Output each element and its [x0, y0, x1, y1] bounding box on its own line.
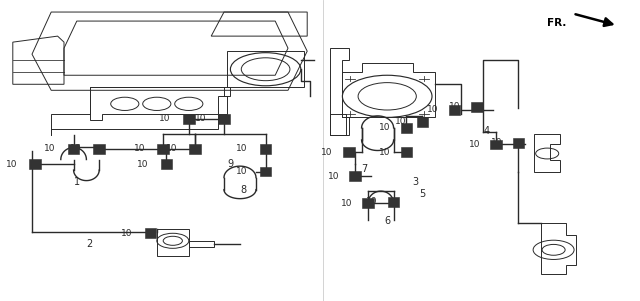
Polygon shape: [471, 102, 483, 112]
Polygon shape: [145, 228, 156, 238]
Text: 10: 10: [70, 144, 81, 154]
Polygon shape: [93, 144, 105, 154]
Text: 10: 10: [379, 123, 390, 132]
Text: 10: 10: [195, 114, 206, 123]
Polygon shape: [401, 147, 412, 157]
Polygon shape: [349, 171, 361, 181]
Polygon shape: [157, 144, 169, 154]
Text: 8: 8: [240, 185, 246, 195]
Text: 10: 10: [491, 138, 502, 147]
Polygon shape: [189, 144, 201, 154]
Text: 3: 3: [413, 177, 419, 187]
Polygon shape: [388, 197, 399, 206]
Text: 10: 10: [166, 144, 177, 154]
Text: 10: 10: [121, 229, 132, 238]
Text: 2: 2: [86, 239, 93, 249]
Text: 10: 10: [321, 147, 333, 157]
Polygon shape: [490, 140, 502, 149]
Polygon shape: [401, 123, 412, 133]
Polygon shape: [218, 114, 230, 124]
Polygon shape: [260, 167, 271, 176]
Text: 10: 10: [449, 102, 461, 111]
Polygon shape: [362, 198, 374, 208]
Polygon shape: [161, 159, 172, 169]
Text: 10: 10: [379, 147, 390, 157]
Text: 10: 10: [468, 140, 480, 149]
Text: 10: 10: [137, 160, 148, 169]
Polygon shape: [183, 114, 195, 124]
Polygon shape: [343, 147, 355, 157]
Polygon shape: [29, 159, 41, 169]
Text: 10: 10: [236, 144, 248, 154]
Text: 6: 6: [384, 216, 390, 226]
Text: 10: 10: [6, 160, 17, 169]
Text: 10: 10: [427, 105, 438, 114]
Polygon shape: [68, 144, 79, 154]
Text: 10: 10: [159, 114, 171, 123]
Polygon shape: [260, 144, 271, 154]
Text: 10: 10: [366, 197, 378, 206]
Text: 9: 9: [227, 159, 234, 169]
Text: 10: 10: [395, 117, 406, 126]
Text: 7: 7: [362, 163, 368, 174]
Text: 10: 10: [340, 199, 352, 208]
Text: 10: 10: [44, 144, 56, 154]
Text: 10: 10: [236, 167, 248, 176]
Polygon shape: [417, 117, 428, 127]
Text: FR.: FR.: [547, 18, 566, 28]
Polygon shape: [449, 105, 460, 115]
Text: 10: 10: [134, 144, 145, 154]
Polygon shape: [513, 138, 524, 148]
Text: 1: 1: [74, 177, 80, 187]
Text: 10: 10: [328, 172, 339, 181]
Text: 5: 5: [419, 189, 426, 199]
Text: 4: 4: [483, 126, 490, 136]
